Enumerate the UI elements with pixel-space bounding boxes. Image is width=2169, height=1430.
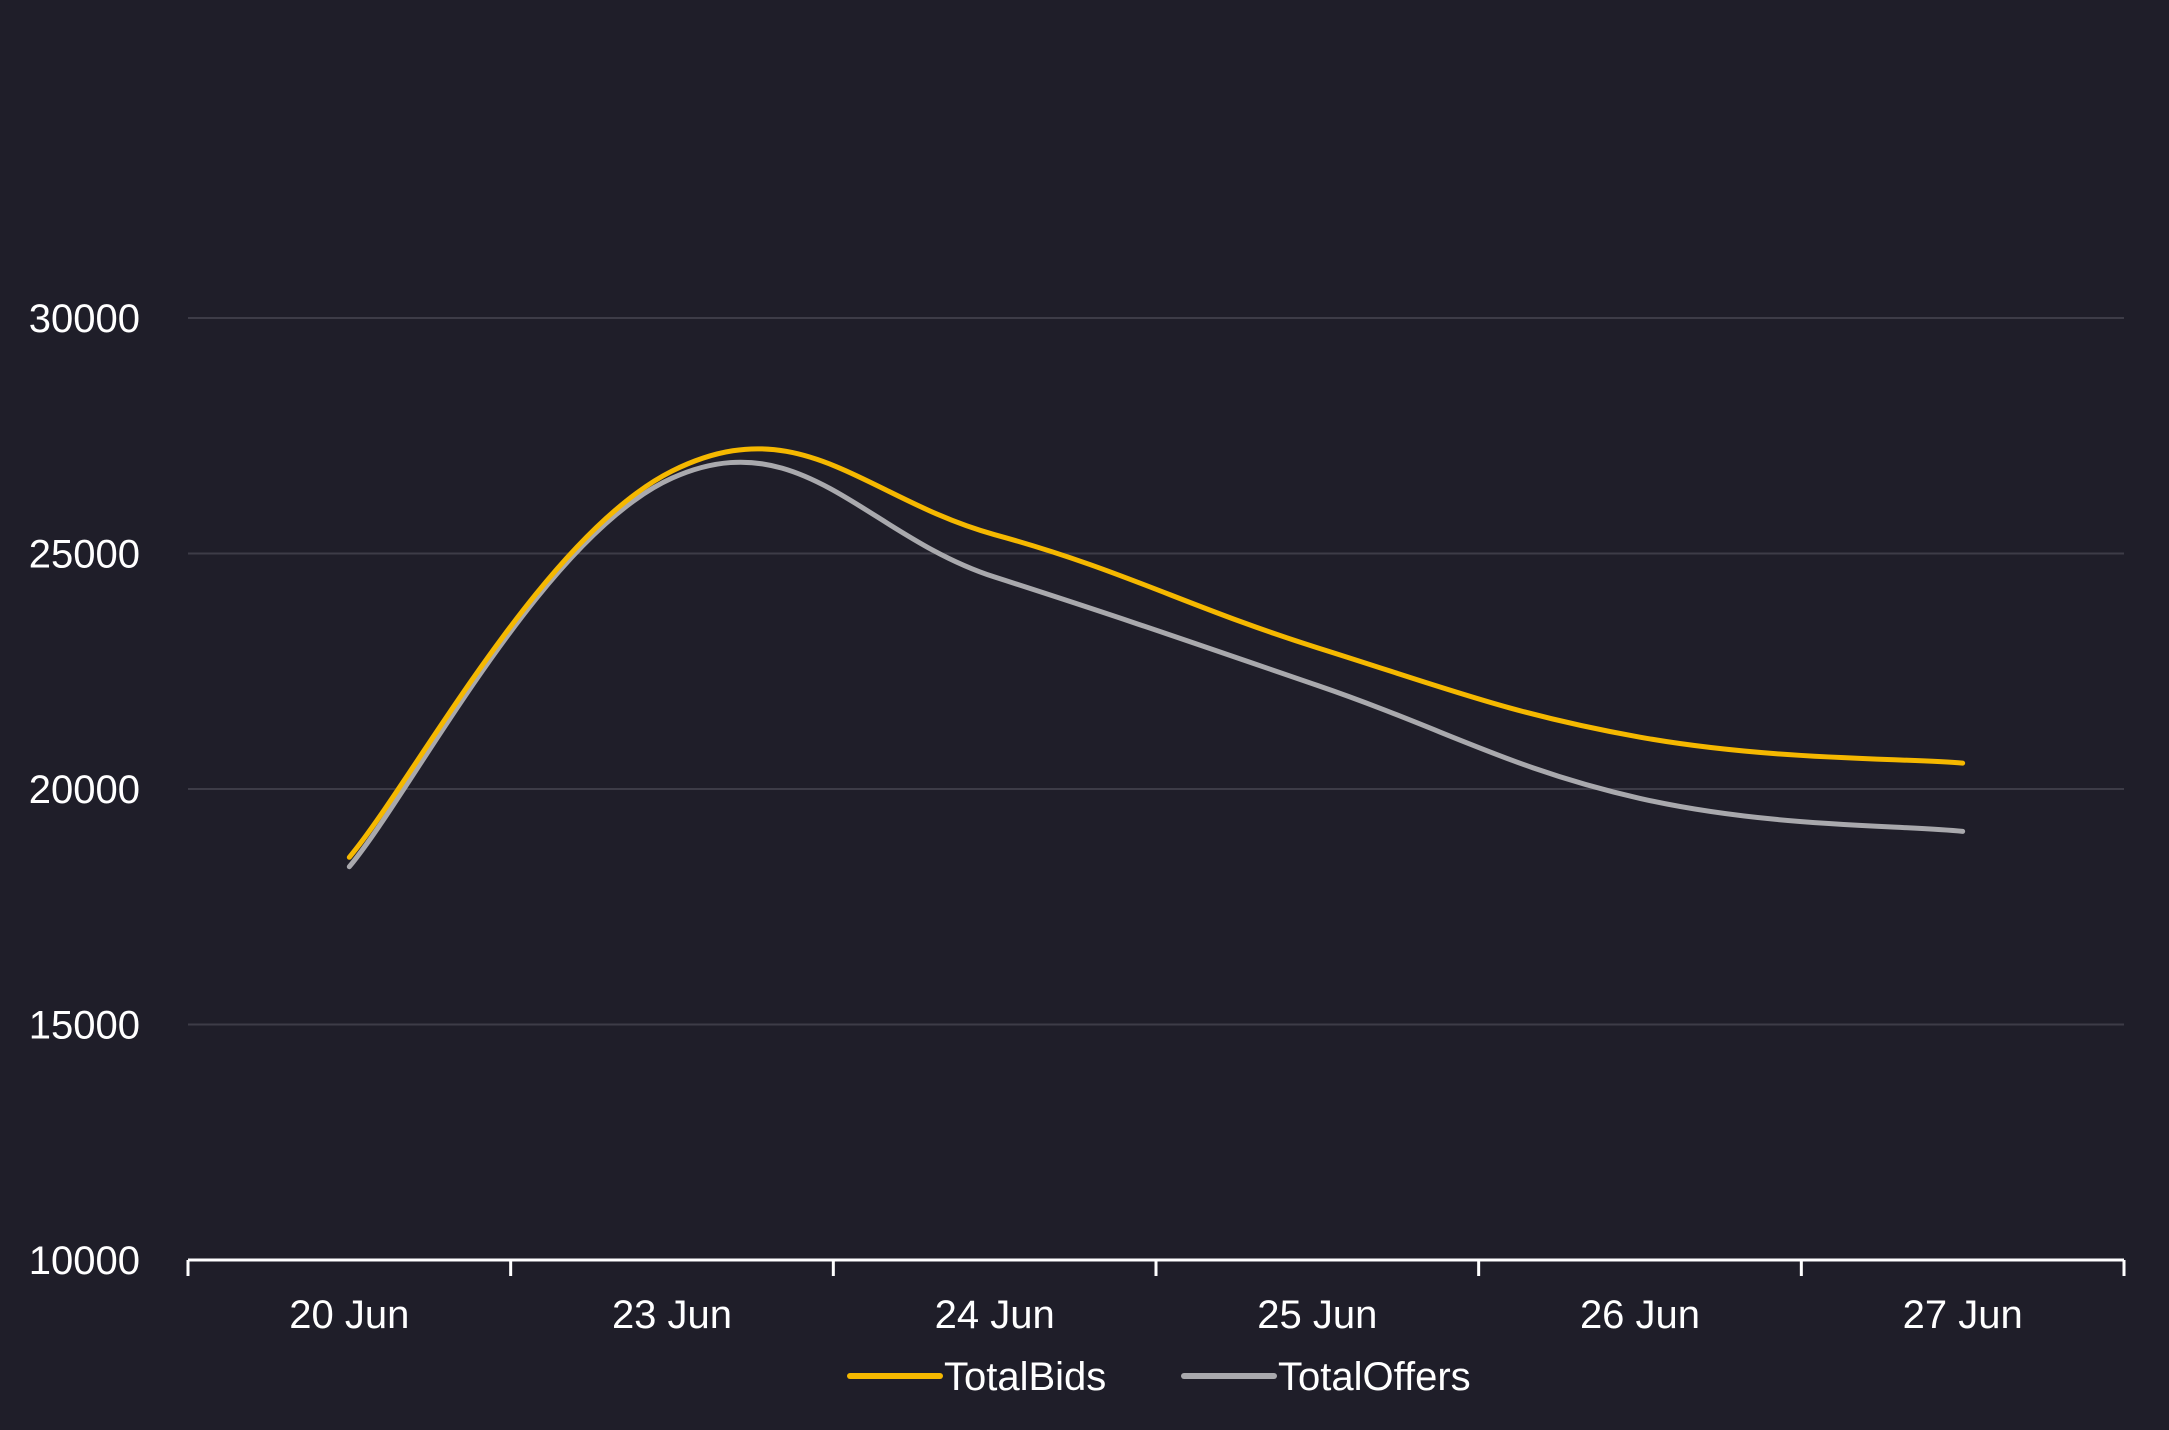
y-tick-label: 20000 (29, 768, 140, 812)
x-tick-label: 26 Jun (1580, 1293, 1700, 1337)
x-tick-label: 23 Jun (612, 1293, 732, 1337)
x-tick-label: 20 Jun (289, 1293, 409, 1337)
y-axis-ticks: 10000 15000 20000 25000 30000 (29, 297, 140, 1283)
series-line-totaloffers (346, 459, 1966, 870)
series-lines (346, 446, 1966, 870)
legend-label-totaloffers: TotalOffers (1278, 1355, 1471, 1399)
x-axis: 20 Jun 23 Jun 24 Jun 25 Jun 26 Jun 27 Jun (186, 1258, 2126, 1337)
x-tick-label: 25 Jun (1257, 1293, 1377, 1337)
x-tick-label: 27 Jun (1903, 1293, 2023, 1337)
legend: TotalBids TotalOffers (847, 1355, 1471, 1399)
x-tick-label: 24 Jun (935, 1293, 1055, 1337)
y-tick-label: 15000 (29, 1004, 140, 1048)
gridlines (188, 317, 2124, 1026)
y-tick-label: 30000 (29, 297, 140, 341)
y-tick-label: 10000 (29, 1239, 140, 1283)
series-line-totalbids (346, 446, 1966, 860)
legend-label-totalbids: TotalBids (944, 1355, 1106, 1399)
y-tick-label: 25000 (29, 533, 140, 577)
